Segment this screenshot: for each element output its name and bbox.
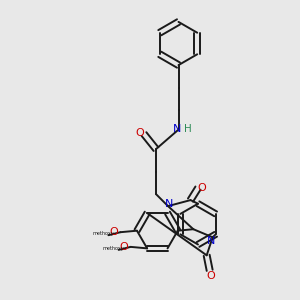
Text: O: O bbox=[197, 183, 206, 193]
Text: N: N bbox=[173, 124, 181, 134]
Text: N: N bbox=[207, 236, 215, 246]
Text: methoxy: methoxy bbox=[92, 231, 114, 236]
Text: O: O bbox=[207, 271, 215, 281]
Text: N: N bbox=[165, 199, 174, 209]
Text: methoxy: methoxy bbox=[102, 246, 124, 251]
Text: O: O bbox=[120, 242, 128, 252]
Text: O: O bbox=[110, 227, 118, 237]
Text: H: H bbox=[184, 124, 191, 134]
Text: O: O bbox=[135, 128, 144, 138]
